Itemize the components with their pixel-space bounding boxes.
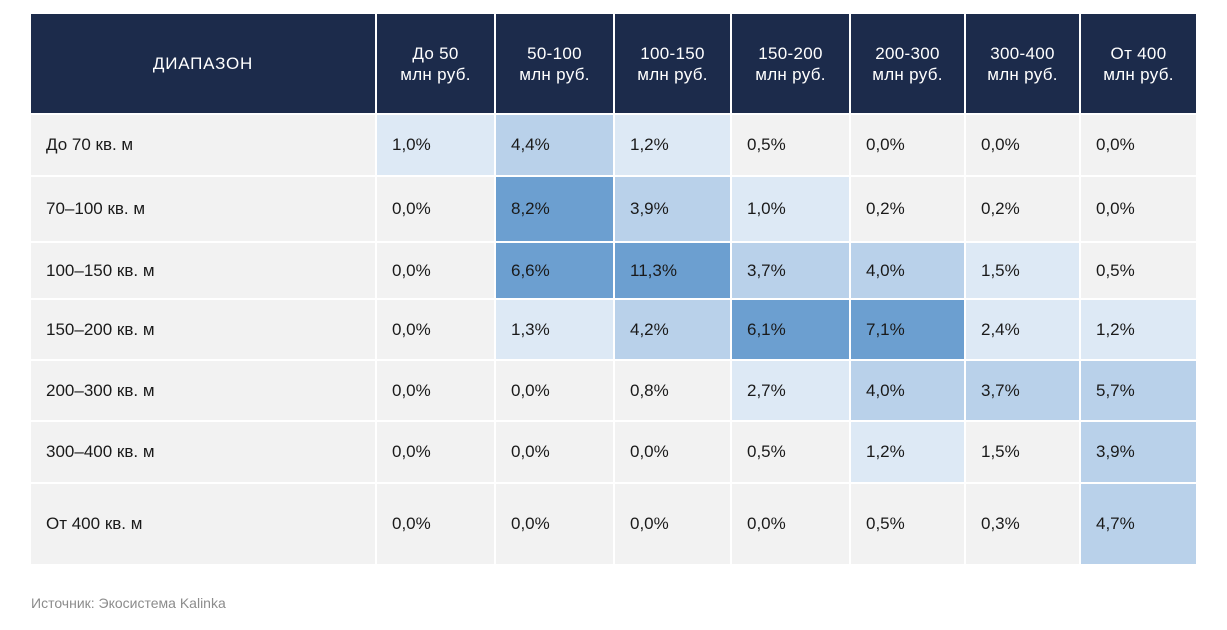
heatmap-cell: 0,3% bbox=[966, 484, 1081, 564]
column-header-line: От 400 bbox=[1110, 43, 1167, 63]
table-row: 300–400 кв. м 0,0% 0,0% 0,0% 0,5% 1,2% 1,5% 3,9… bbox=[31, 422, 1196, 484]
heatmap-cell: 6,1% bbox=[732, 300, 851, 361]
row-label: От 400 кв. м bbox=[31, 484, 377, 564]
heatmap-cell: 0,0% bbox=[732, 484, 851, 564]
heatmap-cell: 0,0% bbox=[1081, 115, 1196, 177]
heatmap-cell: 1,5% bbox=[966, 422, 1081, 484]
heatmap-cell: 8,2% bbox=[496, 177, 615, 243]
header-row: ДИАПАЗОН До 50 млн руб. 50-100 млн руб. 100-… bbox=[31, 14, 1196, 115]
heatmap-cell: 3,9% bbox=[615, 177, 732, 243]
heatmap-cell: 0,0% bbox=[966, 115, 1081, 177]
heatmap-cell: 3,7% bbox=[966, 361, 1081, 422]
heatmap-cell: 0,0% bbox=[1081, 177, 1196, 243]
column-header-line: млн руб. bbox=[755, 64, 826, 84]
heatmap-table: ДИАПАЗОН До 50 млн руб. 50-100 млн руб. 100-… bbox=[31, 14, 1196, 564]
column-header: 100-150 млн руб. bbox=[615, 14, 732, 115]
corner-header: ДИАПАЗОН bbox=[31, 14, 377, 115]
row-label: 70–100 кв. м bbox=[31, 177, 377, 243]
heatmap-cell: 0,0% bbox=[377, 300, 496, 361]
heatmap-cell: 1,2% bbox=[615, 115, 732, 177]
heatmap-cell: 0,5% bbox=[1081, 243, 1196, 300]
heatmap-cell: 0,5% bbox=[851, 484, 966, 564]
column-header: 300-400 млн руб. bbox=[966, 14, 1081, 115]
heatmap-cell: 4,2% bbox=[615, 300, 732, 361]
column-header-line: млн руб. bbox=[519, 64, 590, 84]
column-header: От 400 млн руб. bbox=[1081, 14, 1196, 115]
heatmap-cell: 1,0% bbox=[732, 177, 851, 243]
column-header-line: 150-200 bbox=[758, 43, 823, 63]
column-header-line: 100-150 bbox=[640, 43, 705, 63]
column-header: 150-200 млн руб. bbox=[732, 14, 851, 115]
heatmap-cell: 0,0% bbox=[615, 422, 732, 484]
heatmap-cell: 1,3% bbox=[496, 300, 615, 361]
column-header-line: млн руб. bbox=[637, 64, 708, 84]
heatmap-cell: 0,0% bbox=[377, 422, 496, 484]
column-header-line: млн руб. bbox=[987, 64, 1058, 84]
heatmap-cell: 0,2% bbox=[851, 177, 966, 243]
heatmap-cell: 4,7% bbox=[1081, 484, 1196, 564]
column-header-line: 300-400 bbox=[990, 43, 1055, 63]
heatmap-cell: 0,5% bbox=[732, 422, 851, 484]
heatmap-body: До 70 кв. м 1,0% 4,4% 1,2% 0,5% 0,0% 0,0% 0,0% 7… bbox=[31, 115, 1196, 564]
heatmap-cell: 0,0% bbox=[377, 484, 496, 564]
heatmap-cell: 0,5% bbox=[732, 115, 851, 177]
column-header-line: млн руб. bbox=[872, 64, 943, 84]
heatmap-cell: 0,0% bbox=[377, 361, 496, 422]
heatmap-cell: 2,7% bbox=[732, 361, 851, 422]
table-row: До 70 кв. м 1,0% 4,4% 1,2% 0,5% 0,0% 0,0% 0,0% bbox=[31, 115, 1196, 177]
heatmap-cell: 7,1% bbox=[851, 300, 966, 361]
heatmap-cell: 5,7% bbox=[1081, 361, 1196, 422]
heatmap-cell: 1,0% bbox=[377, 115, 496, 177]
heatmap-cell: 0,0% bbox=[496, 484, 615, 564]
heatmap-cell: 0,0% bbox=[851, 115, 966, 177]
heatmap-cell: 0,0% bbox=[496, 361, 615, 422]
heatmap-cell: 1,5% bbox=[966, 243, 1081, 300]
heatmap-cell: 11,3% bbox=[615, 243, 732, 300]
column-header: 50-100 млн руб. bbox=[496, 14, 615, 115]
heatmap-cell: 0,0% bbox=[496, 422, 615, 484]
heatmap-cell: 0,2% bbox=[966, 177, 1081, 243]
table-row: 70–100 кв. м 0,0% 8,2% 3,9% 1,0% 0,2% 0,2% 0,0% bbox=[31, 177, 1196, 243]
heatmap-cell: 3,7% bbox=[732, 243, 851, 300]
heatmap-cell: 2,4% bbox=[966, 300, 1081, 361]
row-label: 200–300 кв. м bbox=[31, 361, 377, 422]
row-label: 100–150 кв. м bbox=[31, 243, 377, 300]
heatmap-cell: 4,0% bbox=[851, 361, 966, 422]
row-label: До 70 кв. м bbox=[31, 115, 377, 177]
table-row: От 400 кв. м 0,0% 0,0% 0,0% 0,0% 0,5% 0,3% 4,7% bbox=[31, 484, 1196, 564]
heatmap-cell: 0,0% bbox=[377, 243, 496, 300]
column-header-line: 200-300 bbox=[875, 43, 940, 63]
heatmap-cell: 6,6% bbox=[496, 243, 615, 300]
heatmap-cell: 0,8% bbox=[615, 361, 732, 422]
heatmap-cell: 4,4% bbox=[496, 115, 615, 177]
heatmap-cell: 3,9% bbox=[1081, 422, 1196, 484]
column-header-line: 50-100 bbox=[527, 43, 582, 63]
column-header: 200-300 млн руб. bbox=[851, 14, 966, 115]
heatmap-cell: 0,0% bbox=[615, 484, 732, 564]
row-label: 300–400 кв. м bbox=[31, 422, 377, 484]
table-row: 100–150 кв. м 0,0% 6,6% 11,3% 3,7% 4,0% 1,5% 0,… bbox=[31, 243, 1196, 300]
column-header-line: До 50 bbox=[412, 43, 459, 63]
heatmap-cell: 1,2% bbox=[851, 422, 966, 484]
column-header-line: млн руб. bbox=[1103, 64, 1174, 84]
table-row: 200–300 кв. м 0,0% 0,0% 0,8% 2,7% 4,0% 3,7% 5,7… bbox=[31, 361, 1196, 422]
table-row: 150–200 кв. м 0,0% 1,3% 4,2% 6,1% 7,1% 2,4% 1,2… bbox=[31, 300, 1196, 361]
column-header: До 50 млн руб. bbox=[377, 14, 496, 115]
source-note: Источник: Экосистема Kalinka bbox=[31, 595, 226, 611]
heatmap-cell: 4,0% bbox=[851, 243, 966, 300]
column-header-line: млн руб. bbox=[400, 64, 471, 84]
row-label: 150–200 кв. м bbox=[31, 300, 377, 361]
heatmap-cell: 1,2% bbox=[1081, 300, 1196, 361]
heatmap-cell: 0,0% bbox=[377, 177, 496, 243]
